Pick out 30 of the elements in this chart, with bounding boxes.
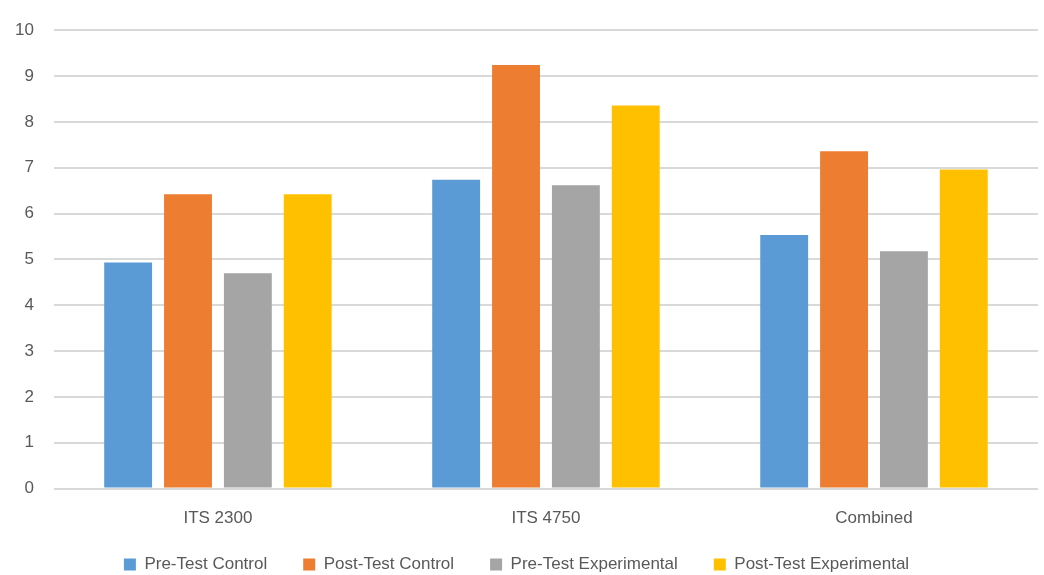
x-tick-label: ITS 4750 — [511, 508, 581, 528]
y-tick-label: 6 — [24, 203, 34, 223]
legend-label: Post-Test Experimental — [734, 554, 910, 574]
bar — [223, 273, 272, 488]
legend-label: Pre-Test Control — [144, 554, 268, 574]
bar — [551, 185, 600, 488]
legend-label: Pre-Test Experimental — [510, 554, 678, 574]
bar — [879, 251, 928, 488]
y-tick-label: 3 — [24, 340, 34, 360]
bar — [939, 169, 988, 488]
x-tick-label: Combined — [835, 508, 913, 528]
y-tick-label: 4 — [24, 294, 34, 314]
bar — [760, 235, 809, 488]
bar — [820, 151, 868, 488]
y-tick-label: 7 — [24, 157, 34, 177]
bar — [104, 262, 153, 488]
y-tick-label: 1 — [24, 432, 34, 452]
y-tick-label: 5 — [24, 249, 34, 269]
y-tick-label: 2 — [24, 386, 34, 406]
bar — [164, 194, 212, 488]
bar — [492, 65, 540, 488]
y-tick-label: 8 — [24, 111, 34, 131]
y-tick-label: 9 — [24, 65, 34, 85]
bar — [283, 194, 332, 488]
x-tick-label: ITS 2300 — [183, 508, 253, 528]
legend-label: Post-Test Control — [323, 554, 455, 574]
y-tick-label: 0 — [24, 478, 34, 498]
bar — [432, 179, 481, 488]
y-tick-label: 10 — [14, 19, 34, 39]
bar — [611, 105, 660, 488]
